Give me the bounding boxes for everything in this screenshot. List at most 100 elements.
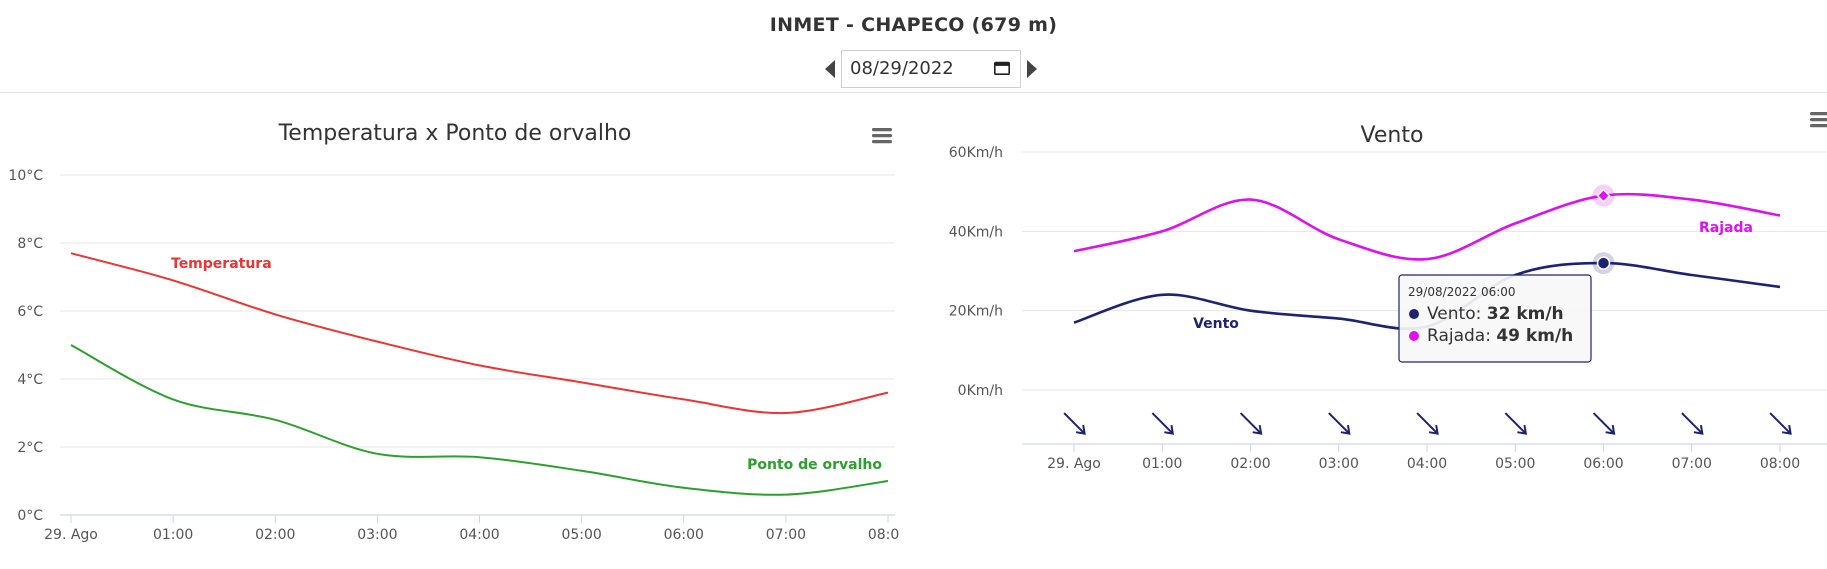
wind-direction-arrow-icon [1328,412,1351,435]
date-input[interactable] [850,56,980,80]
chart-title: Temperatura x Ponto de orvalho [278,121,632,146]
arrow-head [1693,424,1704,435]
x-tick-label: 05:00 [1495,456,1535,472]
tooltip-row: Rajada: 49 km/h [1427,326,1573,346]
y-tick-label: 2°C [17,440,43,456]
data-point[interactable] [1157,226,1167,236]
x-tick-label: 08:00 [1760,456,1800,472]
caret-left-icon[interactable] [825,60,835,78]
wind-direction-arrow-icon [1592,412,1616,435]
date-picker[interactable] [841,50,1021,88]
hamburger-menu-icon[interactable] [872,128,892,144]
hamburger-menu-icon[interactable] [1810,112,1827,128]
arrow-shaft [1063,412,1085,434]
y-tick-label: 4°C [17,372,43,388]
data-point[interactable] [1510,218,1520,228]
x-tick-label: 03:00 [357,527,397,543]
data-point[interactable] [475,360,485,370]
arrow-head [1075,424,1086,435]
station-header: INMET - CHAPECO (679 m) [0,0,1827,93]
data-point[interactable] [883,476,893,486]
y-tick-label: 8°C [17,236,43,252]
data-point[interactable] [1422,254,1432,264]
arrow-shaft [1769,412,1791,434]
wind-direction-arrow-icon [1063,412,1086,435]
series-label: Ponto de orvalho [747,457,882,473]
arrow-head [1164,424,1175,435]
x-tick-label: 06:00 [664,527,704,543]
arrow-shaft [1416,412,1438,434]
data-point[interactable] [577,466,587,476]
station-title: INMET - CHAPECO (679 m) [769,14,1058,36]
data-point[interactable] [577,377,587,387]
arrow-shaft [1151,412,1173,434]
data-point[interactable] [66,340,76,350]
series-label: Rajada [1699,220,1753,236]
data-point[interactable] [168,275,178,285]
x-tick-label: 02:00 [255,527,295,543]
data-point[interactable] [1069,318,1079,328]
x-tick-label: 05:00 [561,527,601,543]
x-tick-label: 01:00 [1142,456,1182,472]
x-tick-label: 06:00 [1583,456,1623,472]
x-tick-label: 02:00 [1230,456,1270,472]
data-point[interactable] [781,408,791,418]
calendar-icon[interactable] [994,61,1010,75]
caret-right-icon[interactable] [1027,60,1037,78]
y-tick-label: 0°C [17,508,43,524]
hover-marker-vento[interactable] [1596,256,1611,270]
wind-direction-arrow-icon [1681,412,1704,435]
series-line-ponto-de-orvalho [70,344,889,496]
data-point[interactable] [679,483,689,493]
data-point[interactable] [679,394,689,404]
data-point[interactable] [270,309,280,319]
data-point[interactable] [1775,282,1785,292]
arrow-shaft [1504,412,1526,434]
wind-direction-arrow-icon [1151,412,1175,435]
y-tick-label: 6°C [17,304,43,320]
data-point[interactable] [1334,314,1344,324]
data-point[interactable] [1775,210,1785,220]
tooltip-bullet [1409,331,1419,341]
wind-direction-arrow-icon [1416,412,1439,435]
data-point[interactable] [372,449,382,459]
menu-bar [1810,118,1827,122]
arrow-head [1781,424,1792,435]
data-point[interactable] [883,388,893,398]
series-line-rajada [1073,192,1781,261]
data-point[interactable] [1334,234,1344,244]
temperature-dewpoint-chart: Temperatura x Ponto de orvalho 0°C 2°C 4°C 6… [8,121,900,543]
wind-direction-arrow-icon [1504,412,1528,435]
tooltip-header: 29/08/2022 06:00 [1408,285,1516,299]
series-label: Vento [1193,316,1239,332]
data-point[interactable] [1246,195,1256,205]
arrow-shaft [1681,412,1703,434]
x-tick-label: 04:00 [1407,456,1447,472]
series-label: Temperatura [171,256,272,272]
wind-direction-arrow-icon [1239,412,1263,435]
tooltip-box [1398,274,1592,363]
data-point[interactable] [1687,270,1697,280]
hover-marker-rajada[interactable] [1596,188,1611,203]
series-line-temperatura [70,252,889,415]
data-point[interactable] [270,415,280,425]
x-tick-label: 29. Ago [44,527,98,543]
data-point[interactable] [475,452,485,462]
wind-chart: Vento 0Km/h 20Km/h 40Km/h 60Km/h 29. Ago 01:00… [949,112,1827,472]
data-point[interactable] [1246,306,1256,316]
x-tick-label: 29. Ago [1047,456,1101,472]
y-tick-label: 10°C [8,168,43,184]
y-tick-label: 0Km/h [958,383,1003,399]
chart-title: Vento [1361,123,1424,148]
data-point[interactable] [66,248,76,258]
data-point[interactable] [781,490,791,500]
data-point[interactable] [1069,246,1079,256]
arrow-head [1428,424,1439,435]
tooltip-row: Vento: 32 km/h [1427,304,1564,324]
data-point[interactable] [1687,195,1697,205]
data-point[interactable] [1157,290,1167,300]
x-tick-label: 03:00 [1319,456,1359,472]
y-tick-label: 20Km/h [949,304,1003,320]
data-point[interactable] [168,394,178,404]
data-point[interactable] [372,337,382,347]
